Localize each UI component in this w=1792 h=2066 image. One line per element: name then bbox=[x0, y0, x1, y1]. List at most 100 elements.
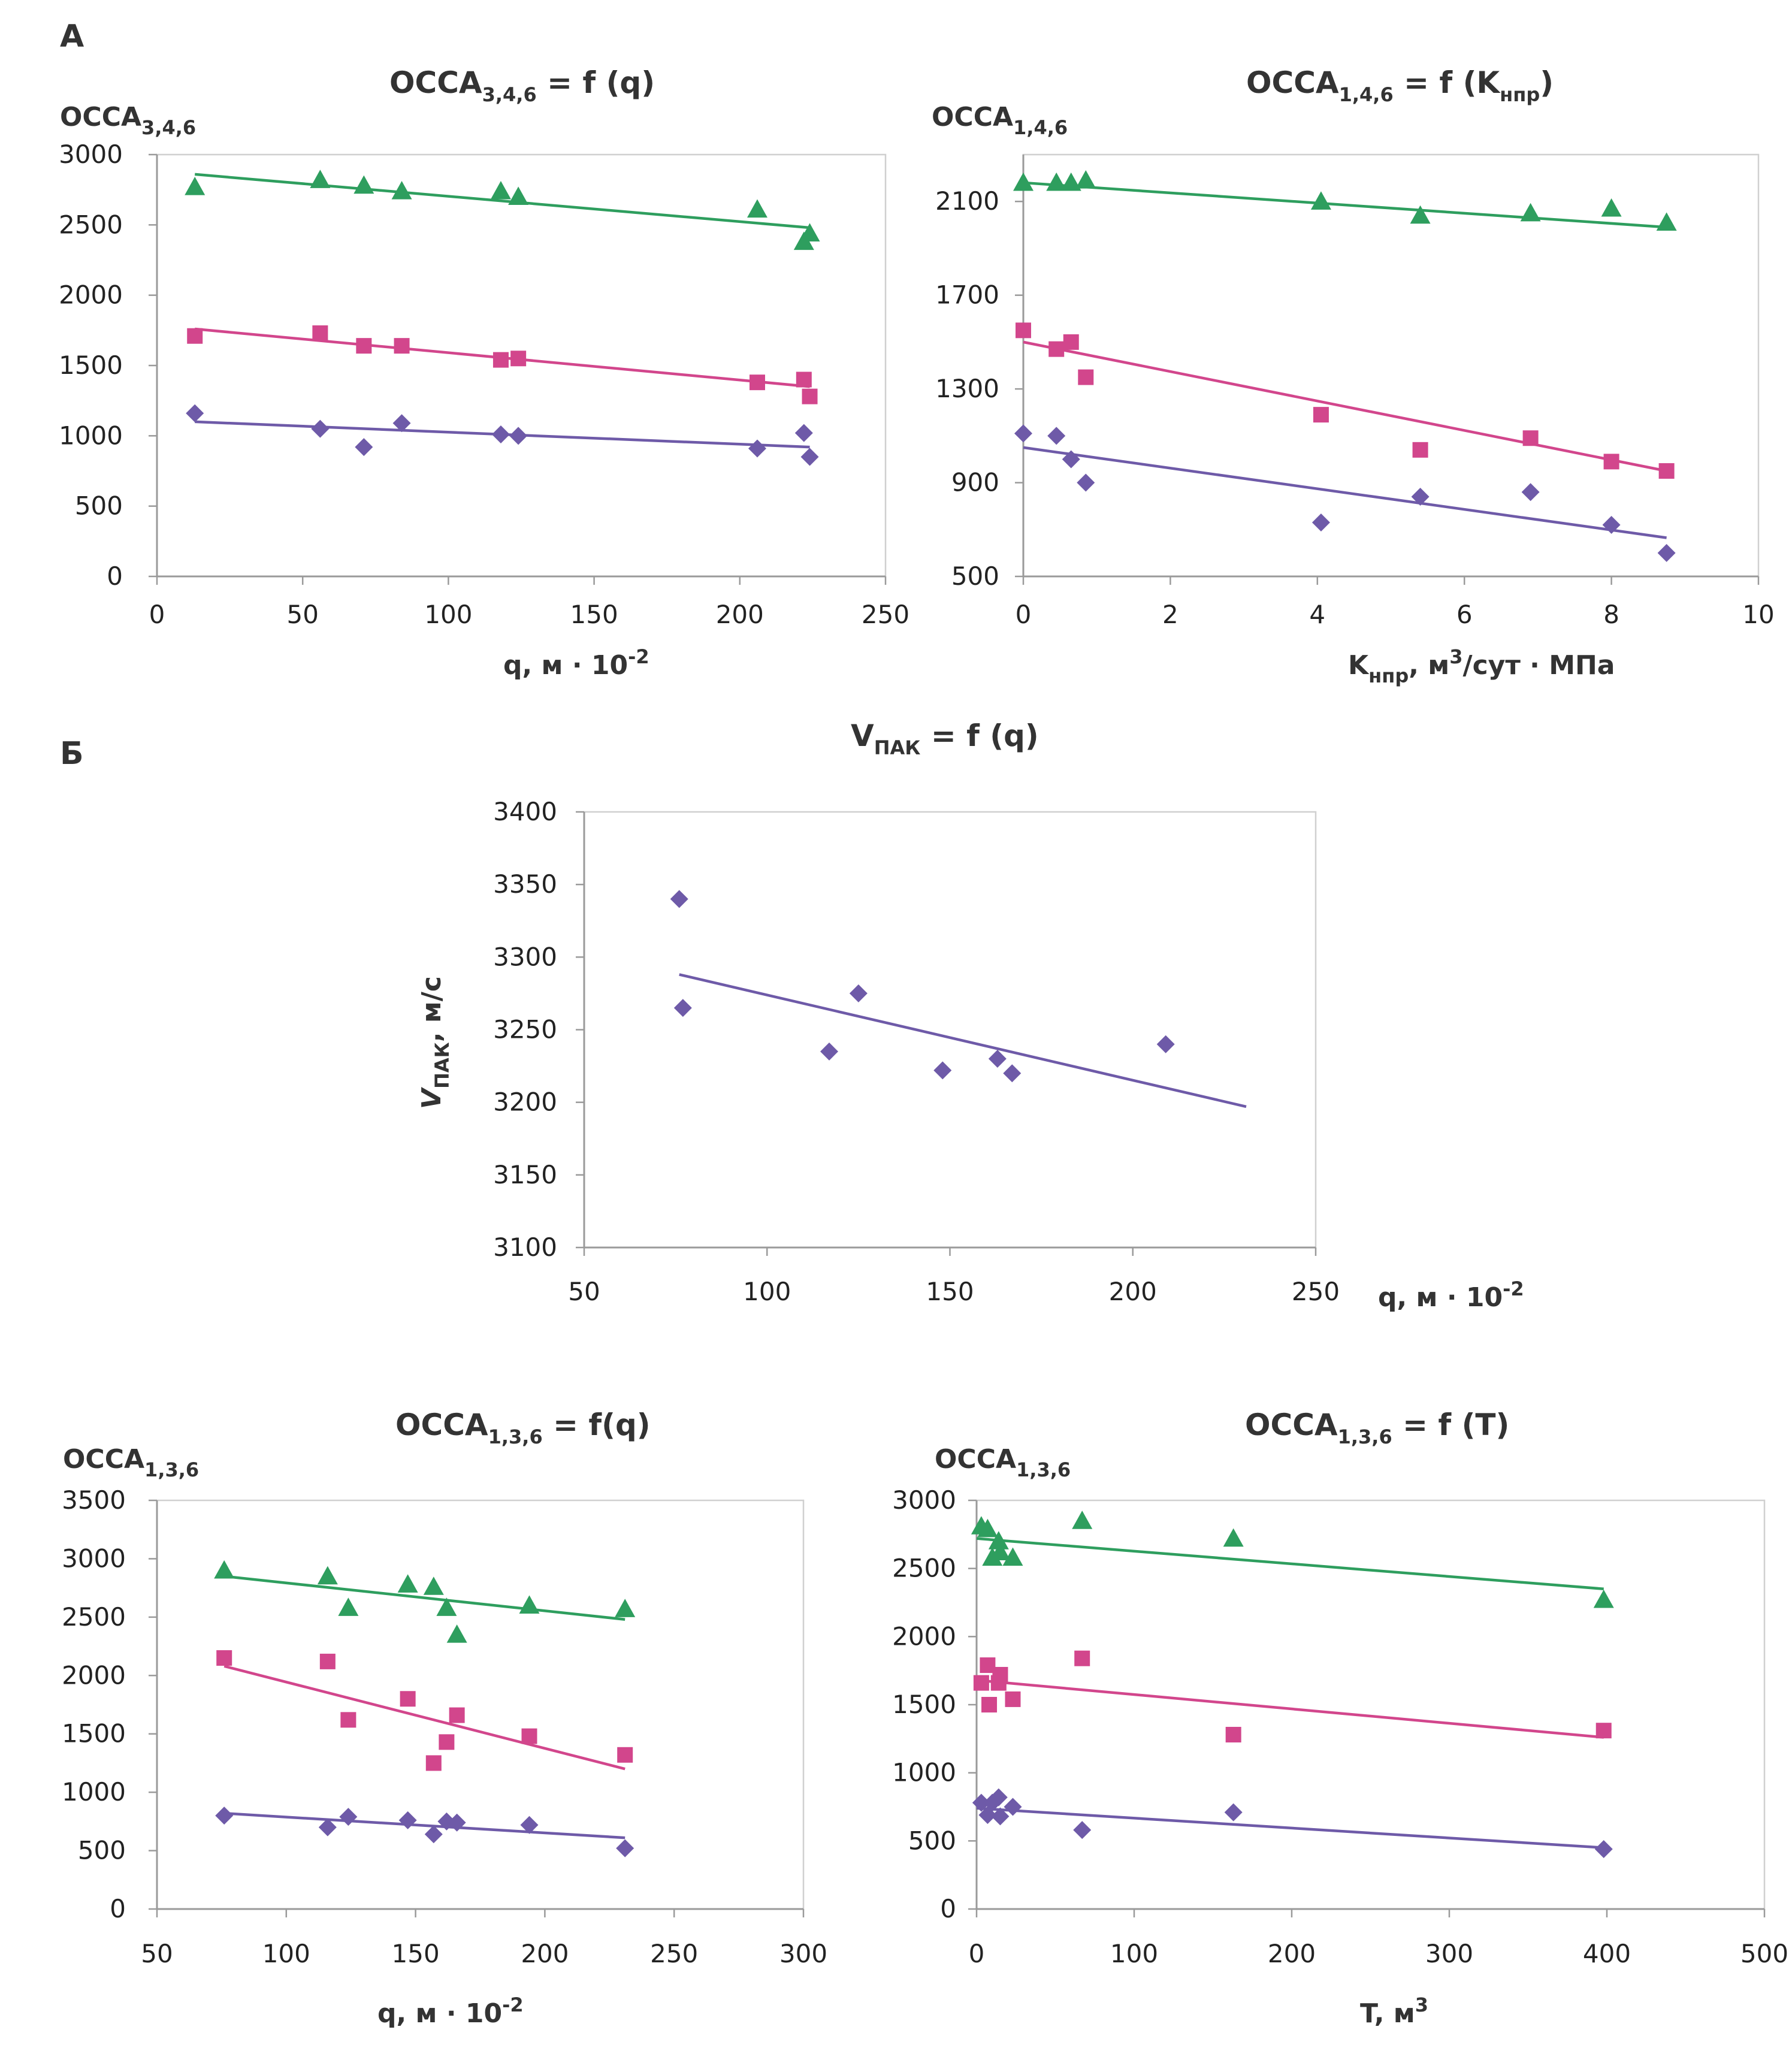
y-tick-label: 500 bbox=[908, 1826, 956, 1855]
data-point-blue bbox=[1594, 1840, 1613, 1858]
data-point-blue bbox=[1003, 1064, 1022, 1083]
x-tick-label: 250 bbox=[1292, 1277, 1340, 1306]
data-point-pink bbox=[992, 1666, 1008, 1683]
x-axis-label: q, м · 10-2 bbox=[1378, 1277, 1524, 1313]
data-point-green bbox=[214, 1560, 235, 1579]
data-point-green bbox=[1075, 170, 1096, 189]
x-tick-label: 250 bbox=[862, 600, 909, 629]
title-subscript-2: нпр bbox=[1500, 83, 1540, 106]
trend-line-blue bbox=[224, 1811, 625, 1840]
chart-title: VПАК = f (q) bbox=[851, 718, 1039, 759]
data-point-blue bbox=[398, 1811, 417, 1829]
x-label-main: q, м · 10 bbox=[1378, 1282, 1503, 1313]
trend-line-green bbox=[195, 173, 810, 229]
data-point-blue bbox=[491, 425, 510, 443]
title-main: V bbox=[851, 718, 874, 753]
data-point-blue bbox=[670, 890, 688, 908]
y-label-subscript: 1,3,6 bbox=[144, 1458, 199, 1481]
data-point-blue bbox=[424, 1825, 443, 1844]
data-point-green bbox=[1656, 212, 1677, 231]
data-point-pink bbox=[1048, 341, 1065, 357]
data-point-pink bbox=[1412, 442, 1428, 458]
y-tick-label: 500 bbox=[951, 561, 999, 591]
data-point-green bbox=[1046, 172, 1067, 191]
x-label-main: q, м · 10 bbox=[377, 1998, 502, 2029]
y-tick-label: 1000 bbox=[892, 1758, 956, 1787]
data-point-green bbox=[1593, 1589, 1614, 1608]
y-tick-label: 3500 bbox=[62, 1485, 126, 1515]
x-label-end: /сут · МПа bbox=[1463, 650, 1615, 681]
data-point-green bbox=[508, 186, 529, 205]
data-point-green bbox=[1520, 203, 1541, 222]
title-main: OCCA bbox=[395, 1407, 488, 1442]
data-point-pink bbox=[796, 371, 812, 388]
x-tick-label: 6 bbox=[1456, 600, 1473, 629]
y-tick-label: 2000 bbox=[59, 280, 123, 310]
y-axis-label: OCCA1,4,6 bbox=[932, 102, 1068, 139]
y-tick-label: 3250 bbox=[493, 1015, 557, 1044]
title-subscript: 1,3,6 bbox=[488, 1425, 543, 1448]
data-point-blue bbox=[318, 1818, 337, 1837]
x-tick-label: 100 bbox=[1110, 1939, 1158, 1968]
y-axis-label: OCCA1,3,6 bbox=[935, 1444, 1071, 1481]
data-point-green bbox=[446, 1624, 467, 1643]
data-point-blue bbox=[1657, 543, 1676, 562]
y-tick-label: 3300 bbox=[493, 942, 557, 971]
data-point-green bbox=[1072, 1511, 1093, 1529]
plot-frame bbox=[156, 1499, 805, 1910]
data-point-green bbox=[353, 175, 374, 194]
trend-line-blue bbox=[679, 973, 1247, 1108]
y-tick-label: 3150 bbox=[493, 1160, 557, 1189]
title-subscript: 1,4,6 bbox=[1339, 83, 1394, 106]
x-label-main: K bbox=[1348, 650, 1370, 681]
data-point-blue bbox=[800, 448, 819, 466]
y-label-subscript: 1,4,6 bbox=[1013, 116, 1068, 139]
trend-line-green bbox=[223, 1575, 625, 1621]
y-tick-label: 3200 bbox=[493, 1088, 557, 1117]
data-point-blue bbox=[520, 1816, 539, 1834]
data-point-green bbox=[1002, 1547, 1023, 1566]
data-point-green bbox=[988, 1531, 1009, 1550]
section-label-b: Б bbox=[60, 736, 84, 772]
y-tick-label: 1300 bbox=[935, 374, 999, 403]
data-point-blue bbox=[820, 1042, 839, 1061]
x-axis-label: Kнпр, м3/сут · МПа bbox=[1348, 645, 1615, 687]
plot-frame bbox=[583, 811, 1317, 1249]
y-label-main: V bbox=[416, 1087, 447, 1109]
data-point-blue bbox=[1062, 450, 1080, 469]
x-tick-label: 300 bbox=[779, 1939, 827, 1968]
data-point-pink bbox=[973, 1675, 989, 1691]
x-label-superscript: -2 bbox=[628, 645, 649, 668]
y-axis-label: OCCA3,4,6 bbox=[60, 102, 196, 139]
trend-line-pink bbox=[1023, 340, 1667, 473]
x-label-main: T, м bbox=[1360, 1998, 1415, 2029]
y-axis-label: OCCA1,3,6 bbox=[63, 1444, 199, 1481]
y-label-main: OCCA bbox=[63, 1444, 144, 1475]
x-tick-label: 8 bbox=[1603, 600, 1619, 629]
data-point-pink bbox=[425, 1755, 442, 1771]
data-point-pink bbox=[617, 1747, 633, 1763]
data-point-pink bbox=[1074, 1650, 1090, 1666]
x-tick-label: 100 bbox=[424, 600, 472, 629]
trend-line-blue bbox=[1023, 446, 1667, 539]
data-point-blue bbox=[673, 999, 692, 1017]
data-point-green bbox=[1601, 198, 1622, 217]
x-tick-label: 4 bbox=[1309, 600, 1325, 629]
chart-title: OCCA3,4,6 = f (q) bbox=[389, 65, 655, 106]
data-point-blue bbox=[509, 427, 528, 445]
data-point-green bbox=[423, 1576, 444, 1595]
y-tick-label: 1700 bbox=[935, 280, 999, 310]
data-point-blue bbox=[1073, 1821, 1092, 1840]
data-point-blue bbox=[849, 984, 868, 1002]
title-main: OCCA bbox=[1245, 1407, 1338, 1442]
data-point-green bbox=[397, 1574, 418, 1593]
data-point-pink bbox=[1016, 322, 1031, 339]
title-rest: = f(q) bbox=[543, 1407, 651, 1442]
y-tick-label: 500 bbox=[75, 491, 123, 521]
x-tick-label: 200 bbox=[1109, 1277, 1157, 1306]
trend-line-blue bbox=[976, 1807, 1604, 1849]
data-point-green bbox=[1410, 205, 1431, 224]
data-point-green bbox=[1013, 172, 1034, 191]
data-point-blue bbox=[339, 1808, 358, 1826]
